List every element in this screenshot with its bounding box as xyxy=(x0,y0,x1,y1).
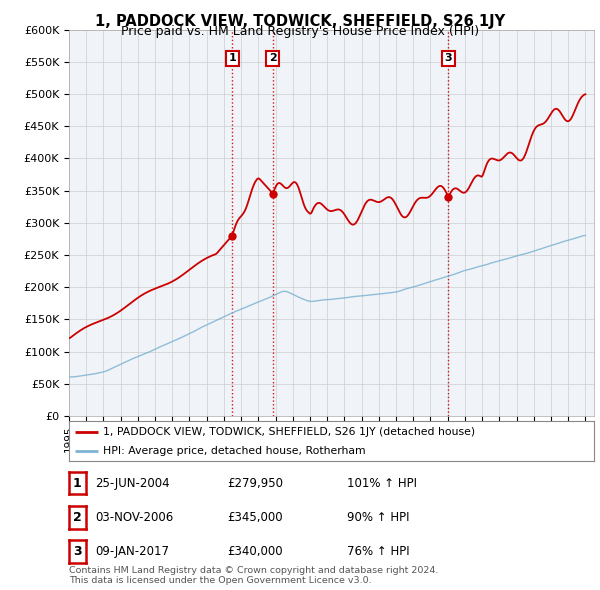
Text: 101% ↑ HPI: 101% ↑ HPI xyxy=(347,477,417,490)
Text: 2: 2 xyxy=(269,54,277,64)
Text: £340,000: £340,000 xyxy=(227,545,283,558)
Text: 3: 3 xyxy=(73,545,82,558)
Text: £345,000: £345,000 xyxy=(227,511,283,524)
Text: 2: 2 xyxy=(73,511,82,524)
Text: Price paid vs. HM Land Registry's House Price Index (HPI): Price paid vs. HM Land Registry's House … xyxy=(121,25,479,38)
Text: Contains HM Land Registry data © Crown copyright and database right 2024.
This d: Contains HM Land Registry data © Crown c… xyxy=(69,566,439,585)
Text: 1, PADDOCK VIEW, TODWICK, SHEFFIELD, S26 1JY: 1, PADDOCK VIEW, TODWICK, SHEFFIELD, S26… xyxy=(95,14,505,28)
Text: 90% ↑ HPI: 90% ↑ HPI xyxy=(347,511,409,524)
Text: 1: 1 xyxy=(229,54,236,64)
Text: 1: 1 xyxy=(73,477,82,490)
Text: 09-JAN-2017: 09-JAN-2017 xyxy=(95,545,169,558)
Text: 25-JUN-2004: 25-JUN-2004 xyxy=(95,477,169,490)
Text: £279,950: £279,950 xyxy=(227,477,283,490)
Text: HPI: Average price, detached house, Rotherham: HPI: Average price, detached house, Roth… xyxy=(103,447,366,456)
Text: 3: 3 xyxy=(445,54,452,64)
Text: 76% ↑ HPI: 76% ↑ HPI xyxy=(347,545,409,558)
Text: 03-NOV-2006: 03-NOV-2006 xyxy=(95,511,173,524)
Text: 1, PADDOCK VIEW, TODWICK, SHEFFIELD, S26 1JY (detached house): 1, PADDOCK VIEW, TODWICK, SHEFFIELD, S26… xyxy=(103,427,475,437)
